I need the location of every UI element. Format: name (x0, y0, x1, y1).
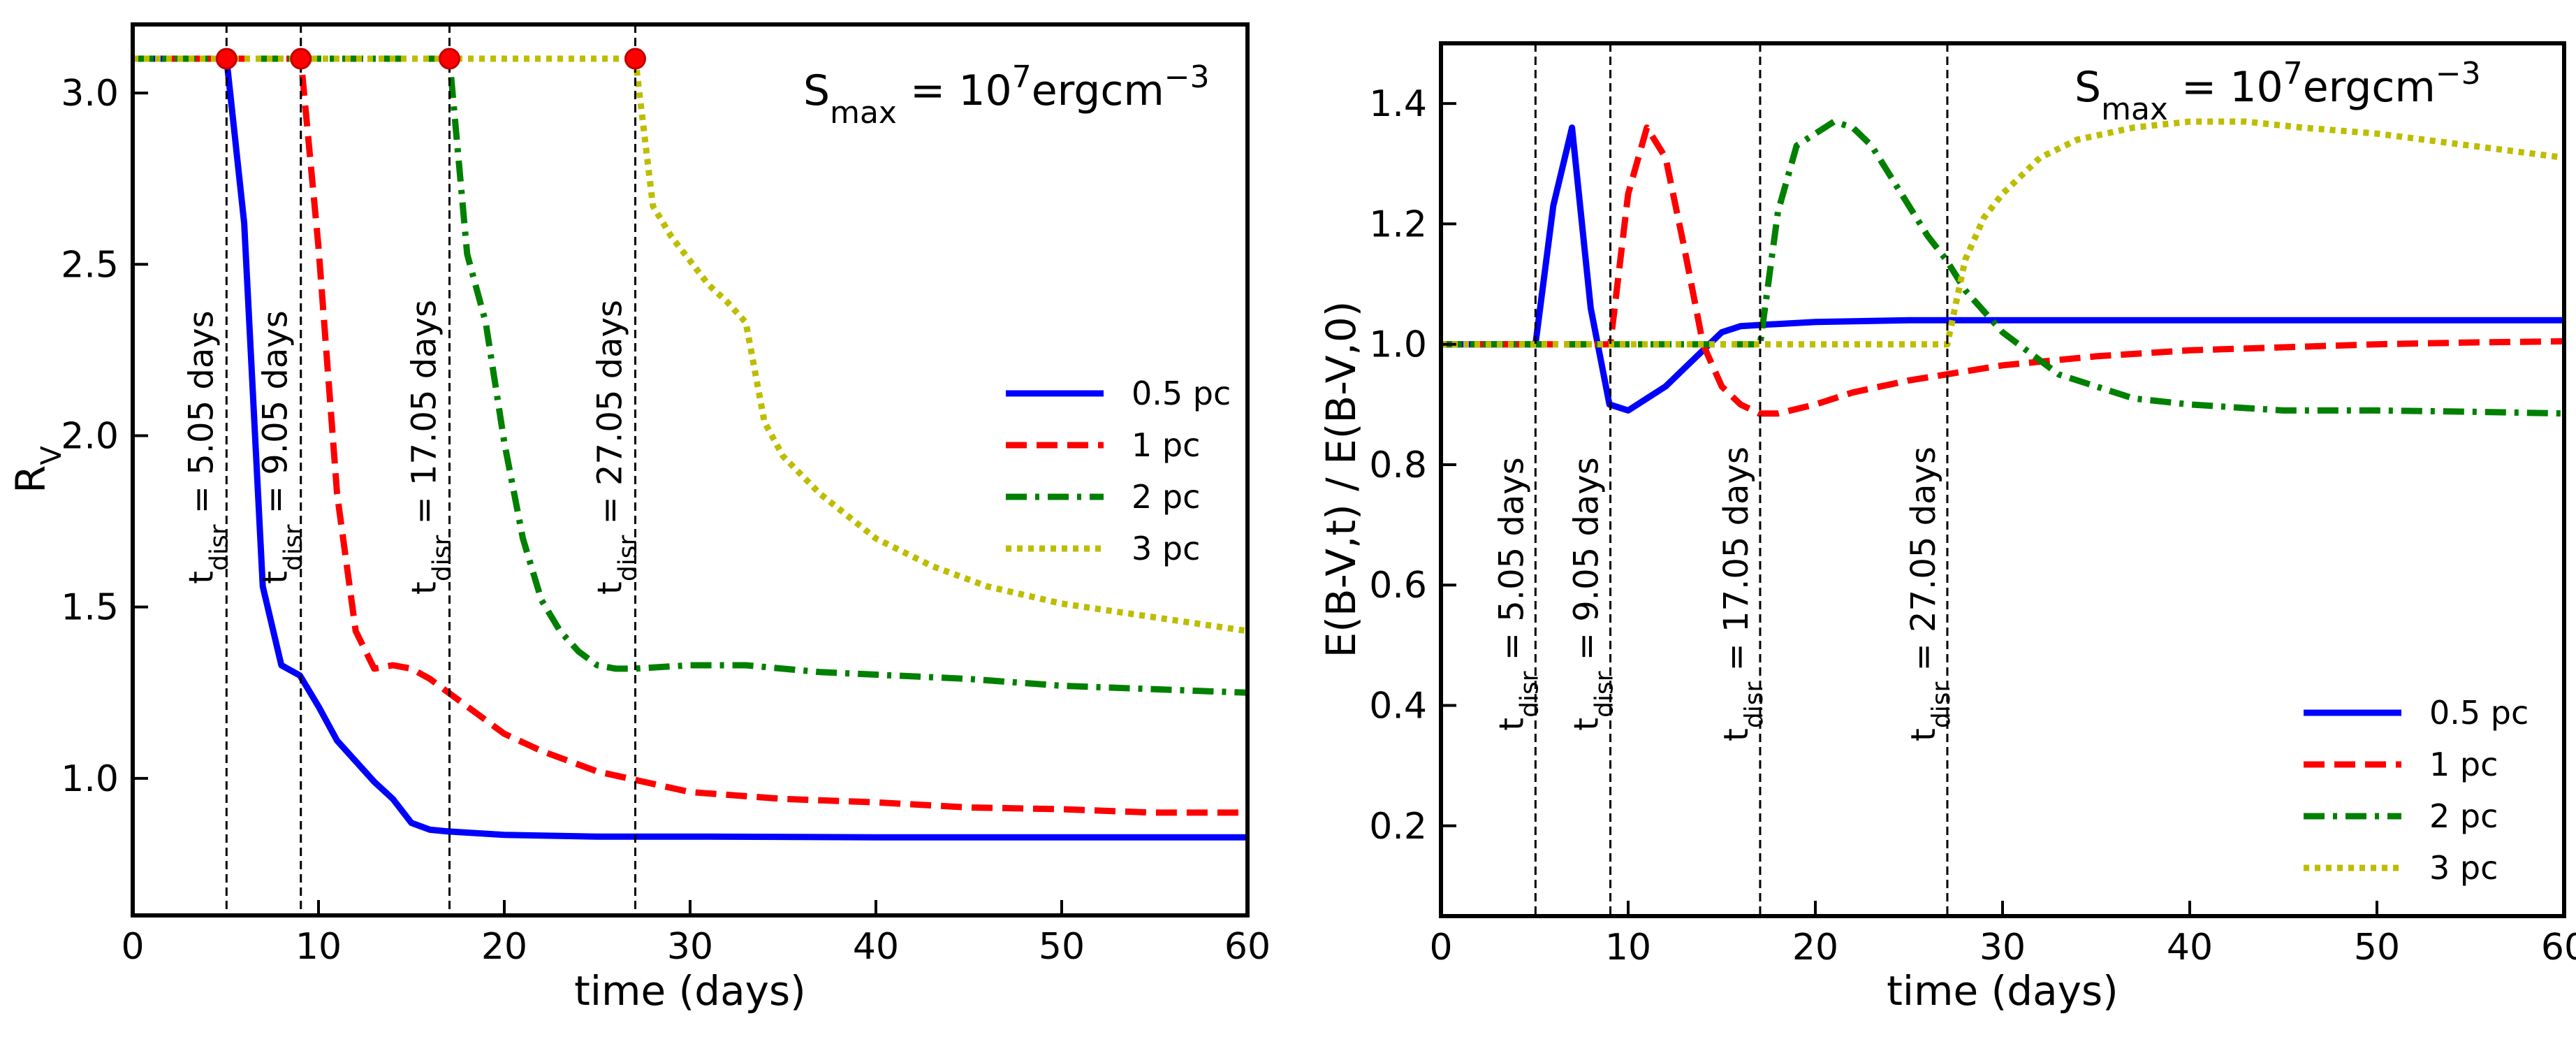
left-xtick-label-6: 60 (1224, 926, 1271, 968)
left-xtick-label-4: 40 (853, 926, 899, 968)
right-vline-label-3: tdisr = 27.05 days (1904, 447, 1956, 741)
left-series-line-2-pc (133, 55, 1247, 696)
left-plot-area (133, 55, 1247, 841)
right-xtick-label-0: 0 (1429, 927, 1452, 969)
right-xtick-label-5: 50 (2354, 927, 2400, 969)
left-y-axis-label: RV (7, 446, 68, 493)
right-plot-area (1441, 118, 2564, 417)
left-xtick-label-2: 20 (481, 926, 527, 968)
right-chart-panel: tdisr = 5.05 days tdisr = 9.05 days tdisr … (1317, 41, 2576, 1015)
left-x-axis-label: time (days) (574, 967, 806, 1015)
right-legend-label-2: 2 pc (2429, 797, 2498, 835)
right-ytick-label-4: 1.0 (1369, 324, 1427, 366)
left-xtick-label-3: 30 (667, 926, 713, 968)
left-marker-0 (215, 48, 237, 70)
right-xtick-label-1: 10 (1605, 927, 1651, 969)
left-ytick-label-2: 2.0 (61, 415, 119, 457)
left-marker-1 (290, 48, 312, 70)
right-ytick-label-0: 0.2 (1369, 806, 1427, 848)
right-xtick-label-2: 20 (1792, 927, 1838, 969)
right-legend-label-3: 3 pc (2429, 849, 2498, 887)
right-vline-label-0: tdisr = 5.05 days (1492, 457, 1544, 730)
left-xtick-label-0: 0 (121, 926, 144, 968)
right-ytick-label-2: 0.6 (1369, 565, 1427, 607)
right-series-line-3-pc (1441, 118, 2564, 348)
left-series-line-1-pc (133, 55, 1247, 816)
right-ytick-label-3: 0.8 (1369, 444, 1427, 486)
left-legend-label-3: 3 pc (1132, 530, 1200, 567)
right-ytick-label-6: 1.4 (1369, 83, 1427, 125)
right-x-axis-label: time (days) (1887, 967, 2118, 1015)
right-legend-label-1: 1 pc (2429, 746, 2498, 783)
right-xtick-label-4: 40 (2167, 927, 2213, 969)
left-legend-label-0: 0.5 pc (1132, 375, 1231, 412)
left-chart-panel: tdisr = 5.05 days tdisr = 9.05 days tdisr … (7, 22, 1271, 1015)
left-series-line-0-5-pc (133, 55, 1247, 841)
right-series-line-0-5-pc (1441, 124, 2564, 414)
right-plot-frame (1439, 41, 2566, 918)
left-marker-3 (624, 48, 647, 70)
right-legend: 0.5 pc 1 pc 2 pc 3 pc (2304, 694, 2529, 887)
left-vline-label-2: tdisr = 17.05 days (405, 300, 457, 595)
left-xtick-label-1: 10 (295, 926, 342, 968)
left-ytick-label-4: 3.0 (61, 73, 119, 115)
left-xtick-label-5: 50 (1039, 926, 1085, 968)
right-series-line-1-pc (1441, 124, 2564, 417)
left-legend-label-2: 2 pc (1132, 478, 1200, 516)
right-ytick-label-5: 1.2 (1369, 203, 1427, 245)
right-vline-label-2: tdisr = 17.05 days (1717, 447, 1769, 741)
left-ytick-label-1: 1.5 (61, 587, 119, 629)
left-smax-annotation: Smax = 107ergcm−3 (803, 59, 1210, 131)
right-legend-label-0: 0.5 pc (2429, 694, 2529, 732)
left-marker-2 (439, 48, 461, 70)
right-xtick-label-3: 30 (1979, 927, 2026, 969)
right-vline-label-1: tdisr = 9.05 days (1567, 457, 1619, 730)
right-y-axis-label: E(B-V,t) / E(B-V,0) (1317, 301, 1365, 658)
left-legend: 0.5 pc 1 pc 2 pc 3 pc (1006, 375, 1231, 567)
left-legend-label-1: 1 pc (1132, 426, 1200, 464)
left-series-line-3-pc (133, 55, 1247, 634)
left-vline-label-3: tdisr = 27.05 days (591, 300, 643, 595)
right-xtick-label-6: 60 (2541, 927, 2576, 969)
left-ytick-label-3: 2.5 (61, 244, 119, 286)
left-ytick-label-0: 1.0 (61, 758, 119, 800)
left-vline-label-1: tdisr = 9.05 days (256, 310, 308, 583)
right-smax-annotation: Smax = 107ergcm−3 (2074, 56, 2481, 127)
right-series-line-2-pc (1441, 118, 2564, 417)
left-vline-label-0: tdisr = 5.05 days (182, 310, 233, 583)
right-ytick-label-1: 0.4 (1369, 686, 1427, 727)
